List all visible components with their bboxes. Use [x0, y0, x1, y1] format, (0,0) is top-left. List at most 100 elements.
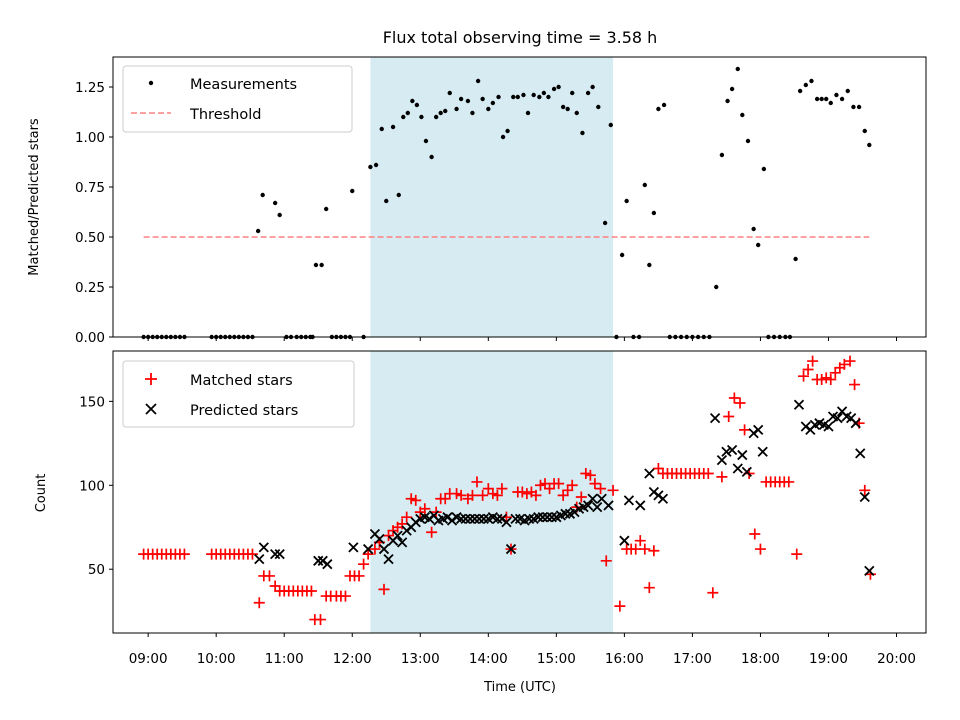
- matched-star-point: [634, 535, 646, 547]
- bottom-y-tick-label: 100: [79, 478, 105, 494]
- predicted-star-point: [832, 413, 843, 424]
- matched-star-point: [566, 479, 578, 491]
- predicted-star-point: [546, 512, 557, 523]
- matched-star-point: [584, 469, 596, 481]
- matched-star-point: [639, 543, 651, 555]
- measurement-point: [867, 142, 872, 148]
- predicted-star-point: [757, 446, 768, 457]
- measurement-point: [384, 198, 389, 204]
- measurement-point: [537, 94, 542, 100]
- measurement-point: [260, 192, 265, 198]
- measurement-point: [819, 96, 824, 102]
- predicted-star-point: [721, 446, 732, 457]
- matched-star-point: [544, 483, 556, 495]
- x-tick-label: 19:00: [809, 651, 848, 667]
- predicted-star-point: [657, 493, 669, 504]
- measurement-point: [423, 138, 429, 144]
- measurement-point: [350, 188, 355, 194]
- legend-measurements-label: Measurements: [190, 77, 297, 93]
- matched-star-point: [607, 484, 619, 496]
- measurement-point: [661, 102, 667, 108]
- predicted-star-point: [501, 517, 512, 528]
- matched-star-point: [369, 543, 381, 555]
- measurement-point: [465, 98, 471, 104]
- measurement-point: [277, 212, 282, 218]
- matched-star-point: [269, 580, 281, 592]
- matched-star-point: [798, 370, 810, 382]
- top-y-tick-label: 0.25: [75, 280, 105, 296]
- measurement-point: [470, 110, 475, 116]
- measurement-point: [803, 82, 809, 88]
- bottom-y-tick-label: 50: [88, 562, 105, 578]
- predicted-star-point: [603, 500, 614, 511]
- x-tick-label: 13:00: [401, 651, 440, 667]
- predicted-star-point: [374, 533, 385, 545]
- measurement-point: [272, 200, 278, 206]
- measurement-point: [414, 102, 420, 108]
- predicted-star-point: [635, 500, 646, 511]
- measurement-point: [619, 252, 625, 258]
- matched-star-point: [419, 503, 431, 515]
- measurement-point: [725, 98, 730, 104]
- matched-star-point: [401, 511, 413, 523]
- predicted-star-point: [716, 454, 728, 466]
- predicted-star-point: [741, 466, 752, 477]
- measurement-point: [755, 242, 761, 248]
- predicted-star-point: [258, 542, 269, 553]
- predicted-star-point: [726, 444, 738, 456]
- predicted-star-point: [850, 418, 861, 429]
- predicted-star-point: [455, 513, 467, 524]
- measurement-point: [405, 110, 411, 116]
- matched-star-point: [807, 355, 819, 367]
- measurement-point: [511, 94, 516, 100]
- legend-matched-marker: [145, 373, 157, 385]
- x-tick-label: 11:00: [265, 651, 304, 667]
- predicted-star-point: [270, 548, 281, 560]
- predicted-star-point: [592, 501, 603, 513]
- matched-star-point: [466, 489, 478, 501]
- x-axis-label: Time (UTC): [483, 680, 556, 695]
- matched-star-point: [396, 518, 408, 530]
- matched-star-point: [482, 483, 494, 495]
- measurement-point: [379, 126, 384, 132]
- predicted-star-point: [644, 468, 655, 479]
- bottom-y-tick-label: 150: [79, 394, 105, 410]
- top-y-tick-label: 0.00: [75, 330, 105, 346]
- matched-star-point: [723, 410, 735, 422]
- legend-threshold-label: Threshold: [189, 107, 261, 123]
- top-legend-box: [122, 65, 353, 133]
- measurement-point: [793, 256, 798, 262]
- top-y-axis-label: Matched/Predicted stars: [27, 118, 42, 276]
- matched-star-point: [305, 585, 317, 597]
- measurement-point: [560, 104, 566, 110]
- bottom-legend: Matched stars Predicted stars: [122, 360, 355, 428]
- legend-predicted-label: Predicted stars: [190, 403, 298, 419]
- matched-star-point: [353, 570, 365, 582]
- predicted-star-point: [460, 513, 471, 524]
- matched-star-point: [496, 483, 508, 495]
- matched-star-point: [562, 484, 574, 496]
- predicted-star-point: [587, 493, 598, 504]
- measurement-point: [761, 166, 767, 172]
- matched-star-point: [838, 358, 850, 370]
- bottom-panel: 09:00 10:00 11:00 12:00 13:00 14:00 15:00 16:00…: [34, 350, 927, 695]
- matched-star-point: [471, 476, 483, 488]
- predicted-star-point: [474, 513, 485, 524]
- measurement-point: [531, 92, 536, 98]
- measurement-point: [556, 84, 561, 90]
- measurement-point: [438, 110, 443, 116]
- measurement-point: [839, 96, 845, 102]
- matched-star-point: [534, 479, 546, 491]
- matched-star-point: [439, 493, 451, 505]
- matched-star-point: [648, 545, 660, 557]
- predicted-star-point: [378, 543, 390, 555]
- measurement-point: [475, 78, 481, 84]
- matched-star-point: [844, 355, 856, 367]
- measurement-point: [490, 100, 496, 106]
- measurement-point: [624, 198, 629, 204]
- legend-matched-label: Matched stars: [190, 373, 293, 389]
- matched-star-point: [739, 424, 751, 436]
- x-tick-label: 10:00: [197, 651, 236, 667]
- predicted-star-point: [505, 543, 517, 555]
